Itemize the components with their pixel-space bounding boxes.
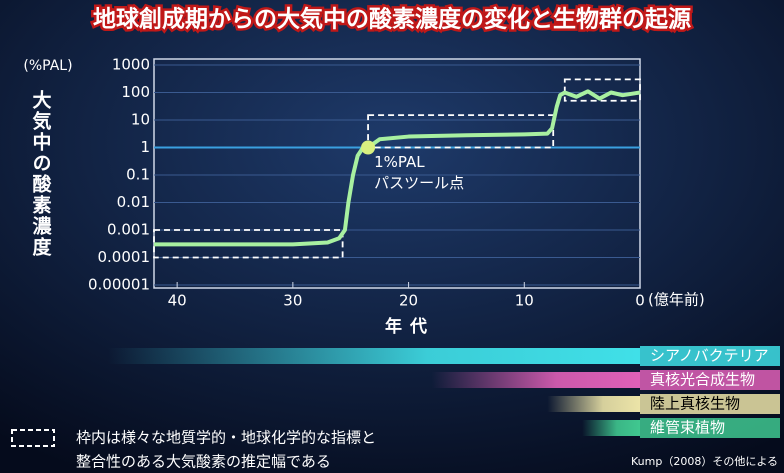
marker-label: パスツール点 <box>374 174 464 192</box>
organism-label-bg <box>640 370 780 390</box>
organism-label: シアノバクテリア <box>650 347 769 365</box>
y-unit: (%PAL) <box>23 58 72 74</box>
y-axis-label: 大気中の酸素濃度 <box>30 89 52 258</box>
plot-frame <box>153 58 641 289</box>
note-line: 枠内は様々な地質学的・地球化学的な指標と <box>76 429 376 447</box>
chart-title: 地球創成期からの大気中の酸素濃度の変化と生物群の起源 <box>93 6 691 33</box>
organism-bar <box>547 396 640 412</box>
x-tick-label: 30 <box>283 292 302 310</box>
y-tick-label: 0.00001 <box>88 276 150 294</box>
y-tick-label: 0.0001 <box>98 248 151 266</box>
data-line <box>154 89 641 247</box>
estimate-range <box>367 114 555 149</box>
organism-bar <box>107 348 640 364</box>
organism-label: 陸上真核生物 <box>650 395 740 413</box>
x-unit: (億年前) <box>648 291 705 309</box>
organism-label: 維管束植物 <box>650 419 725 437</box>
marker-point <box>361 140 376 155</box>
organism-label-bg <box>640 418 780 438</box>
organism-bar <box>431 372 640 388</box>
source: Kump（2008）その他による <box>631 455 778 468</box>
marker-label: 1%PAL <box>374 153 425 171</box>
x-tick-label: 0 <box>635 292 645 310</box>
x-axis-label: 年代 <box>385 316 435 337</box>
y-tick-label: 100 <box>121 83 150 101</box>
y-tick-label: 0.001 <box>107 221 150 239</box>
y-tick-label: 0.01 <box>117 193 150 211</box>
estimate-range <box>153 229 344 259</box>
note-line: 整合性のある大気酸素の推定幅である <box>76 453 331 471</box>
y-tick-label: 0.1 <box>126 166 150 184</box>
organism-label: 真核光合成生物 <box>650 371 755 389</box>
x-tick-label: 40 <box>168 292 187 310</box>
note-icon <box>11 429 55 447</box>
x-tick-label: 20 <box>399 292 418 310</box>
estimate-range <box>563 78 641 102</box>
organism-label-bg <box>640 346 780 366</box>
organism-label-bg <box>640 394 780 414</box>
y-tick-label: 10 <box>131 111 150 129</box>
y-tick-label: 1 <box>140 138 150 156</box>
y-tick-label: 1000 <box>112 56 150 74</box>
x-tick-label: 10 <box>515 292 534 310</box>
organism-bar <box>582 420 640 436</box>
